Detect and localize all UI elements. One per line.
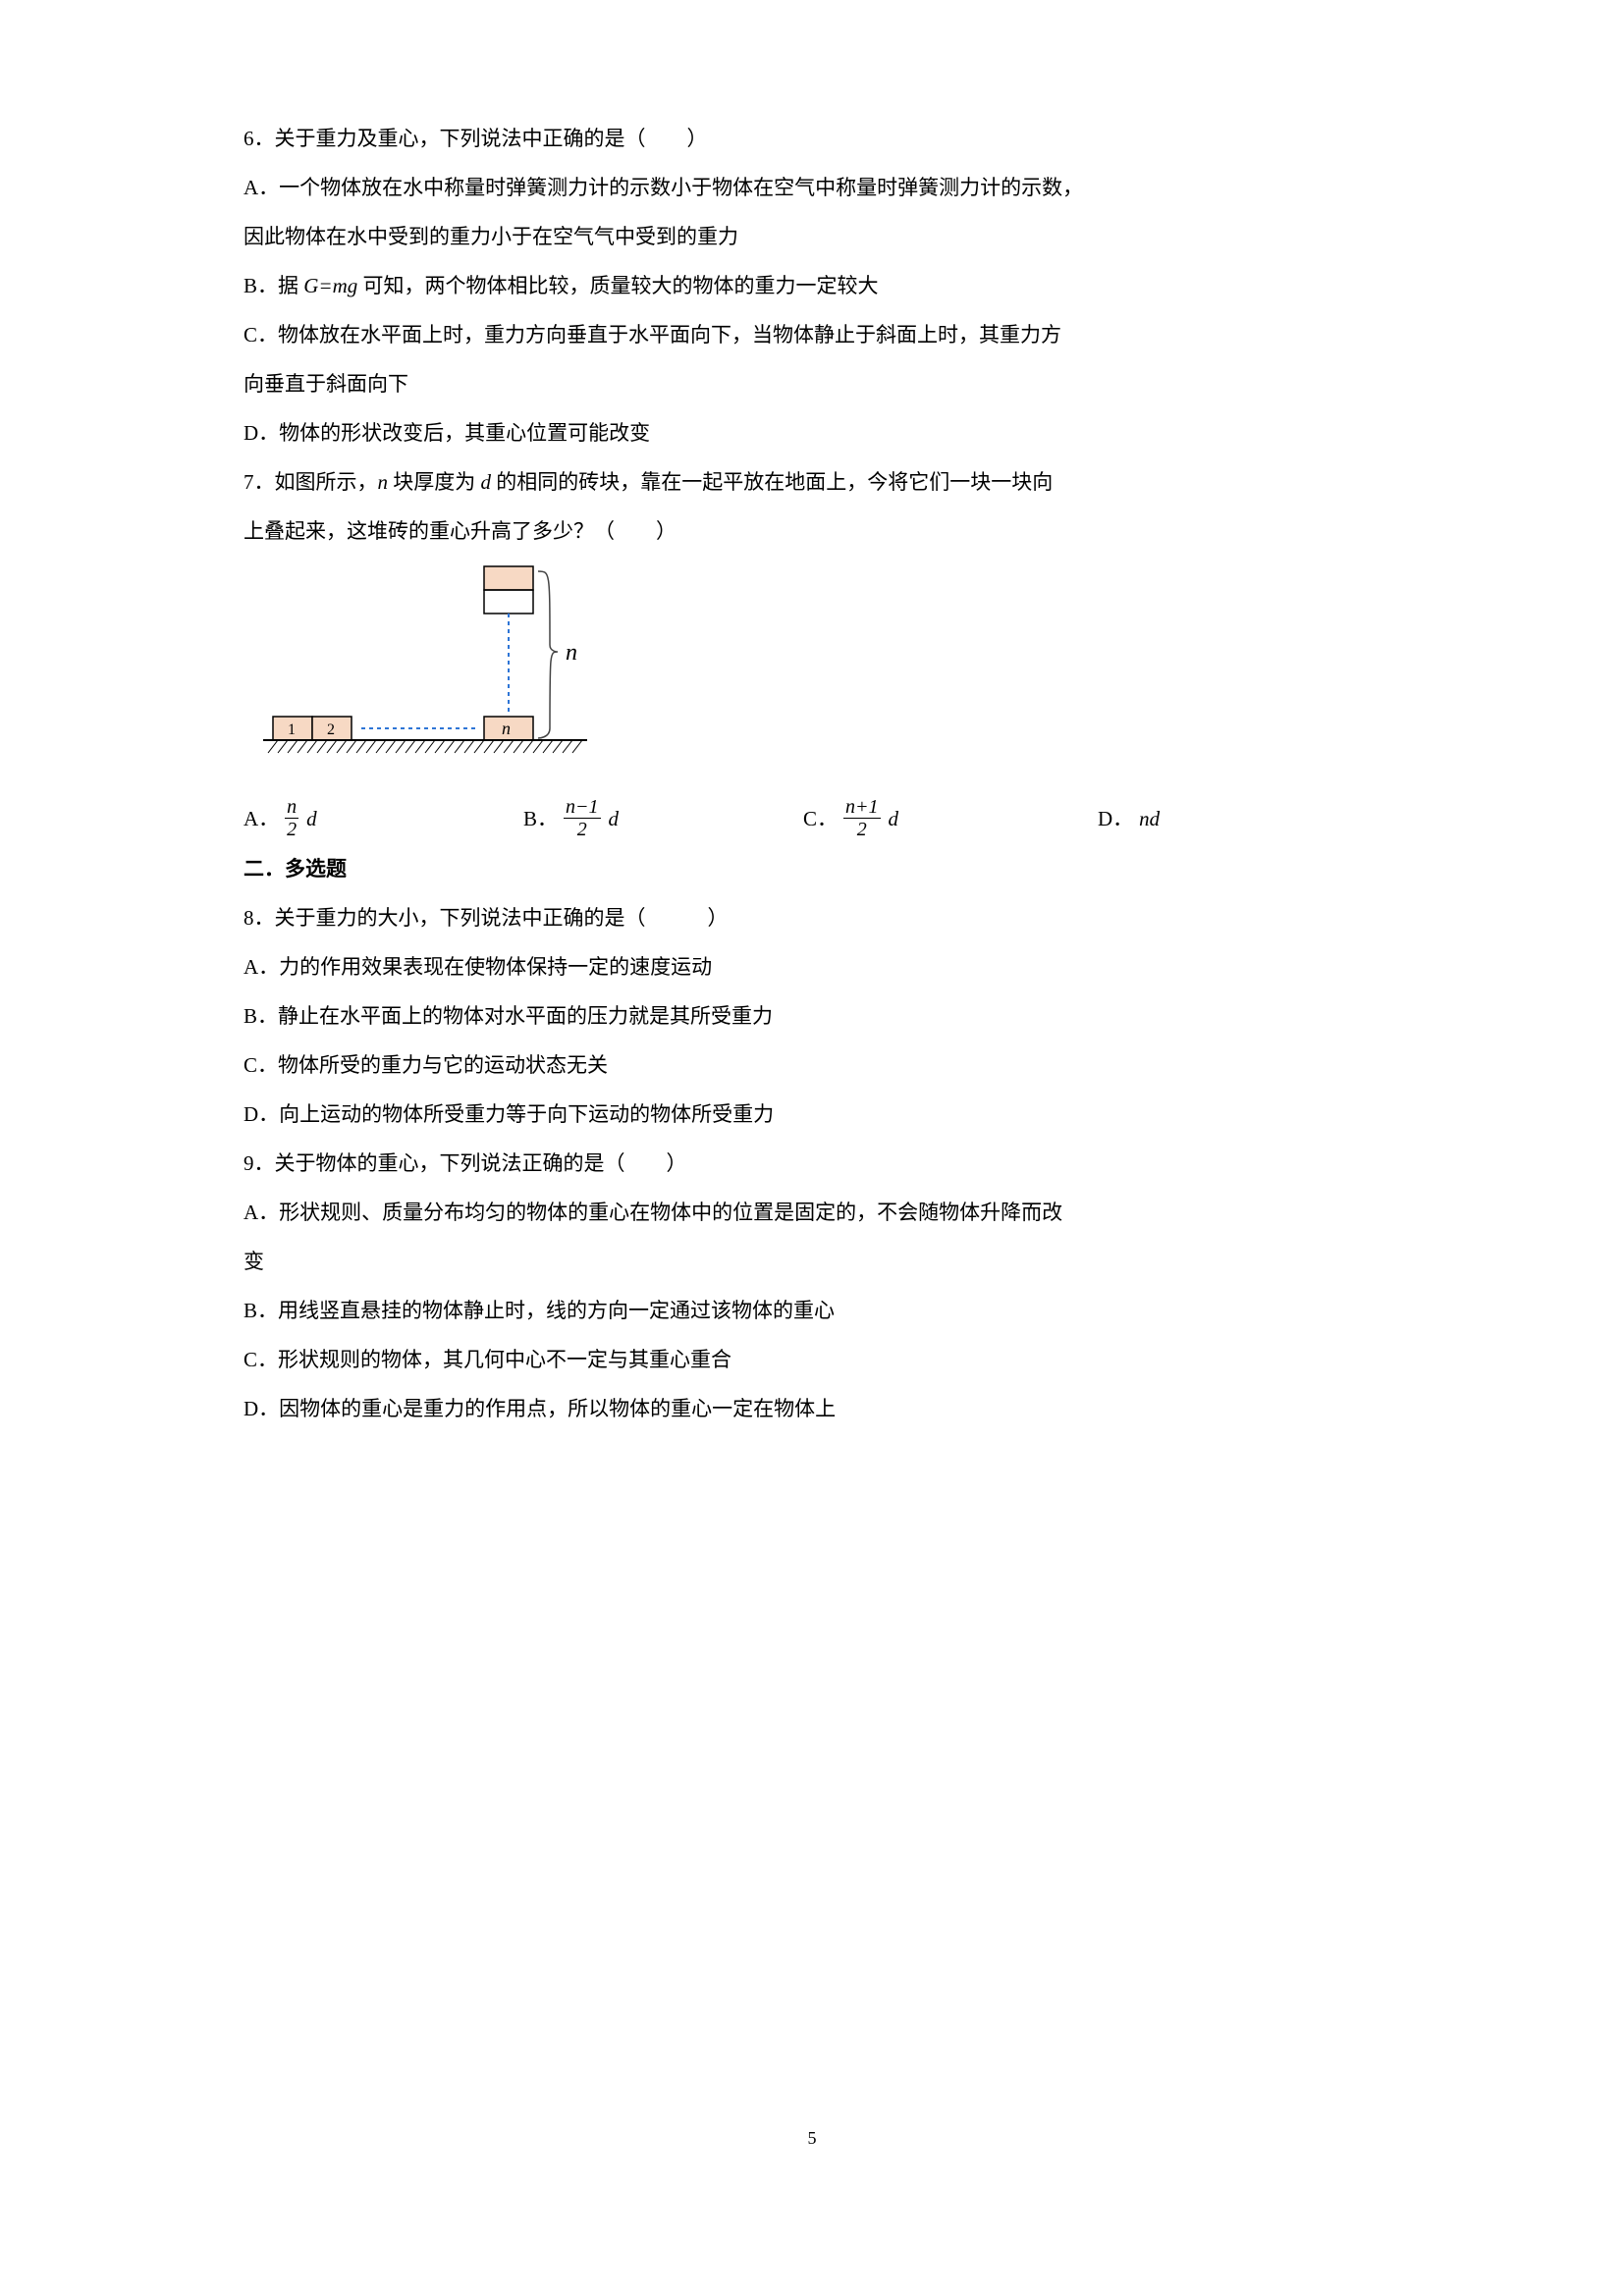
- q7-options: A． n2 d B． n−12 d C． n+12 d D． nd: [244, 796, 1380, 840]
- q7-optC-den: 2: [843, 819, 881, 840]
- q7-optB: B． n−12 d: [523, 796, 803, 840]
- q7-stem-mid: 块厚度为: [388, 470, 481, 494]
- top-brick-2: [484, 590, 533, 614]
- q7-stem-line2: 上叠起来，这堆砖的重心升高了多少？（ ）: [244, 510, 1380, 552]
- q7-diagram: n 1 2 n: [244, 561, 1380, 781]
- q7-optD: D． nd: [1098, 796, 1380, 840]
- q8-optA: A．力的作用效果表现在使物体保持一定的速度运动: [244, 946, 1380, 988]
- q9-optB: B．用线竖直悬挂的物体静止时，线的方向一定通过该物体的重心: [244, 1290, 1380, 1331]
- top-brick: [484, 566, 533, 590]
- q7-optA-num: n: [285, 796, 298, 819]
- q9-optA-line1: A．形状规则、质量分布均匀的物体的重心在物体中的位置是固定的，不会随物体升降而改: [244, 1192, 1380, 1233]
- ground-hatch: [268, 740, 582, 753]
- q7-stem-post: 的相同的砖块，靠在一起平放在地面上，今将它们一块一块向: [491, 470, 1053, 494]
- q7-stem-d: d: [481, 470, 492, 494]
- q6-stem: 6．关于重力及重心，下列说法中正确的是（ ）: [244, 118, 1380, 159]
- q9-optC: C．形状规则的物体，其几何中心不一定与其重心重合: [244, 1339, 1380, 1380]
- q7-stem-line1: 7．如图所示，n 块厚度为 d 的相同的砖块，靠在一起平放在地面上，今将它们一块…: [244, 461, 1380, 503]
- q6-optC-line1: C．物体放在水平面上时，重力方向垂直于水平面向下，当物体静止于斜面上时，其重力方: [244, 314, 1380, 355]
- q8-optC: C．物体所受的重力与它的运动状态无关: [244, 1044, 1380, 1086]
- q6-optC-line2: 向垂直于斜面向下: [244, 363, 1380, 404]
- q6-optD: D．物体的形状改变后，其重心位置可能改变: [244, 412, 1380, 454]
- q6-optB-eq: G=mg: [303, 274, 357, 297]
- q7-optB-den: 2: [564, 819, 601, 840]
- q7-optD-val: nd: [1139, 798, 1160, 839]
- q8-optB: B．静止在水平面上的物体对水平面的压力就是其所受重力: [244, 995, 1380, 1037]
- page-content: 6．关于重力及重心，下列说法中正确的是（ ） A．一个物体放在水中称量时弹簧测力…: [0, 0, 1624, 1516]
- q8-optD: D．向上运动的物体所受重力等于向下运动的物体所受重力: [244, 1094, 1380, 1135]
- q7-optA: A． n2 d: [244, 796, 523, 840]
- q9-optA-line2: 变: [244, 1241, 1380, 1282]
- q9-optD: D．因物体的重心是重力的作用点，所以物体的重心一定在物体上: [244, 1388, 1380, 1429]
- q8-stem: 8．关于重力的大小，下列说法中正确的是（ ）: [244, 897, 1380, 938]
- q7-optC: C． n+12 d: [803, 796, 1098, 840]
- brace-icon: [538, 571, 558, 738]
- q7-optC-suf: d: [889, 798, 899, 839]
- q6-optB-post: 可知，两个物体相比较，质量较大的物体的重力一定较大: [357, 274, 878, 297]
- q6-optA-line1: A．一个物体放在水中称量时弹簧测力计的示数小于物体在空气中称量时弹簧测力计的示数…: [244, 167, 1380, 208]
- q9-stem: 9．关于物体的重心，下列说法正确的是（ ）: [244, 1143, 1380, 1184]
- section-2-heading: 二．多选题: [244, 848, 1380, 889]
- q7-optB-num: n−1: [564, 796, 601, 819]
- page-number: 5: [0, 2128, 1624, 2149]
- brick-label-2: 2: [327, 721, 335, 738]
- bricks-diagram-svg: n 1 2 n: [263, 561, 597, 768]
- q7-optB-suf: d: [609, 798, 620, 839]
- q7-stem-pre: 7．如图所示，: [244, 470, 378, 494]
- brick-label-n: n: [502, 719, 511, 738]
- brace-n-label: n: [566, 640, 577, 666]
- q7-optA-suf: d: [306, 798, 317, 839]
- q6-optB: B．据 G=mg 可知，两个物体相比较，质量较大的物体的重力一定较大: [244, 265, 1380, 306]
- q7-stem-n: n: [378, 470, 389, 494]
- q6-optA-line2: 因此物体在水中受到的重力小于在空气气中受到的重力: [244, 216, 1380, 257]
- brick-label-1: 1: [288, 721, 296, 738]
- q7-optC-num: n+1: [843, 796, 881, 819]
- q6-optB-pre: B．据: [244, 274, 303, 297]
- q7-optA-den: 2: [285, 819, 298, 840]
